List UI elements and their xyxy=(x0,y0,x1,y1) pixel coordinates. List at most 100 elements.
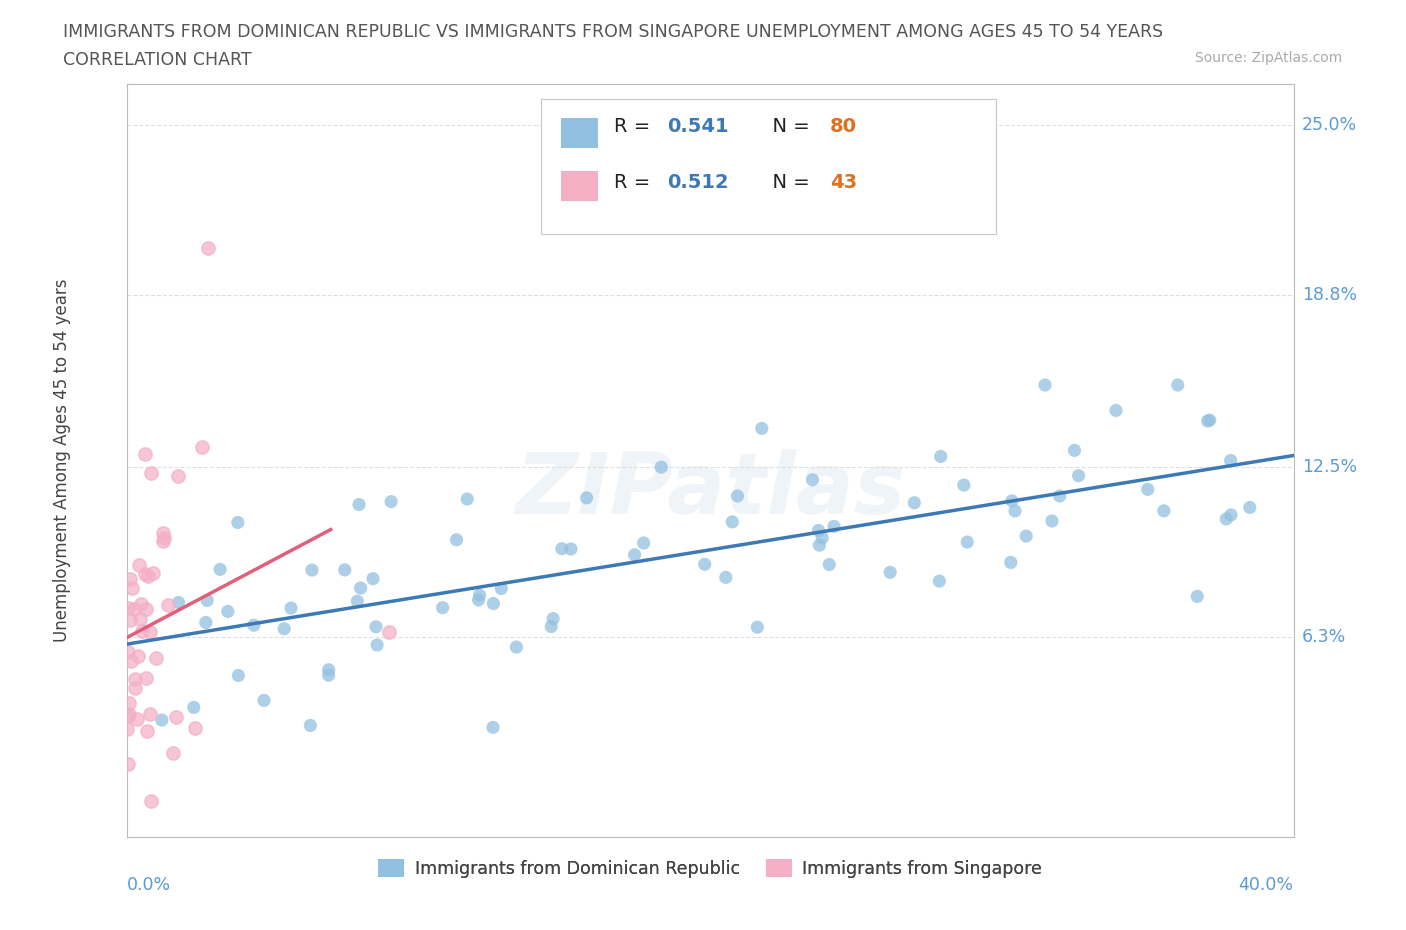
Point xyxy=(1063,443,1085,458)
Point xyxy=(801,472,824,487)
Point xyxy=(273,621,295,636)
Point xyxy=(1167,378,1189,392)
Point xyxy=(468,588,491,603)
Point xyxy=(929,449,952,464)
Point xyxy=(280,601,302,616)
Point xyxy=(1001,494,1024,509)
Point xyxy=(540,619,562,634)
Point xyxy=(120,654,142,669)
Point xyxy=(150,712,173,727)
Point xyxy=(183,721,205,736)
Point xyxy=(191,439,214,454)
Point xyxy=(117,644,139,659)
Point xyxy=(1187,589,1209,604)
Point xyxy=(1105,403,1128,418)
Point xyxy=(1000,555,1022,570)
Point xyxy=(135,724,157,739)
Point xyxy=(1153,503,1175,518)
Point xyxy=(714,570,737,585)
Text: 12.5%: 12.5% xyxy=(1302,458,1357,476)
Point xyxy=(127,649,149,664)
Text: 0.541: 0.541 xyxy=(666,117,728,136)
Point xyxy=(117,722,139,737)
Point xyxy=(301,563,323,578)
Point xyxy=(134,566,156,581)
FancyBboxPatch shape xyxy=(541,99,995,234)
Point xyxy=(446,532,468,547)
Point xyxy=(1198,413,1220,428)
Point xyxy=(129,611,152,626)
Point xyxy=(1015,528,1038,543)
Point xyxy=(157,598,180,613)
Point xyxy=(721,514,744,529)
Text: 0.512: 0.512 xyxy=(666,173,728,193)
Point xyxy=(152,525,174,540)
Point xyxy=(879,565,901,579)
Point xyxy=(953,478,976,493)
Point xyxy=(482,596,505,611)
Point xyxy=(141,793,163,808)
Point xyxy=(456,492,478,507)
Text: N =: N = xyxy=(761,117,817,136)
Point xyxy=(162,746,184,761)
Text: 6.3%: 6.3% xyxy=(1302,628,1346,646)
Point xyxy=(541,611,564,626)
Point xyxy=(124,681,146,696)
Point xyxy=(818,557,841,572)
Point xyxy=(347,497,370,512)
Point xyxy=(165,710,187,724)
Text: IMMIGRANTS FROM DOMINICAN REPUBLIC VS IMMIGRANTS FROM SINGAPORE UNEMPLOYMENT AMO: IMMIGRANTS FROM DOMINICAN REPUBLIC VS IM… xyxy=(63,23,1163,41)
Point xyxy=(1136,482,1159,497)
Point xyxy=(1220,508,1243,523)
Point xyxy=(166,469,188,484)
Point xyxy=(333,563,356,578)
Point xyxy=(139,707,162,722)
Point xyxy=(1067,468,1090,483)
Point xyxy=(1239,500,1261,515)
Point xyxy=(121,580,143,595)
Point xyxy=(135,602,157,617)
Point xyxy=(183,700,205,715)
Point xyxy=(808,538,831,552)
Point xyxy=(128,557,150,572)
Text: ZIPatlas: ZIPatlas xyxy=(515,449,905,532)
Text: 0.0%: 0.0% xyxy=(127,876,170,894)
Point xyxy=(167,595,190,610)
Text: 40.0%: 40.0% xyxy=(1239,876,1294,894)
Point xyxy=(152,530,174,545)
Bar xyxy=(561,171,598,202)
Point xyxy=(117,708,139,723)
Point xyxy=(120,613,142,628)
Text: 25.0%: 25.0% xyxy=(1302,116,1357,134)
Point xyxy=(253,693,276,708)
Point xyxy=(560,541,582,556)
Point xyxy=(956,535,979,550)
Point xyxy=(141,465,163,480)
Legend: Immigrants from Dominican Republic, Immigrants from Singapore: Immigrants from Dominican Republic, Immi… xyxy=(371,852,1049,884)
Point xyxy=(124,602,146,617)
Text: 18.8%: 18.8% xyxy=(1302,286,1357,303)
Point xyxy=(491,581,513,596)
Text: 43: 43 xyxy=(830,173,858,193)
Point xyxy=(194,615,217,630)
Point xyxy=(751,421,773,436)
Point xyxy=(633,536,655,551)
Point xyxy=(139,624,162,639)
Text: R =: R = xyxy=(614,117,657,136)
Point xyxy=(432,600,454,615)
Point xyxy=(350,580,373,595)
Point xyxy=(747,619,769,634)
Text: Unemployment Among Ages 45 to 54 years: Unemployment Among Ages 45 to 54 years xyxy=(53,279,72,642)
Point xyxy=(136,568,159,583)
Point xyxy=(623,548,645,563)
Point xyxy=(228,668,250,683)
Point xyxy=(197,241,219,256)
Point xyxy=(807,523,830,538)
Point xyxy=(693,557,716,572)
Point xyxy=(575,490,598,505)
Point xyxy=(318,662,340,677)
Point xyxy=(134,446,156,461)
Point xyxy=(142,565,165,580)
Point xyxy=(120,571,142,586)
Point xyxy=(482,720,505,735)
